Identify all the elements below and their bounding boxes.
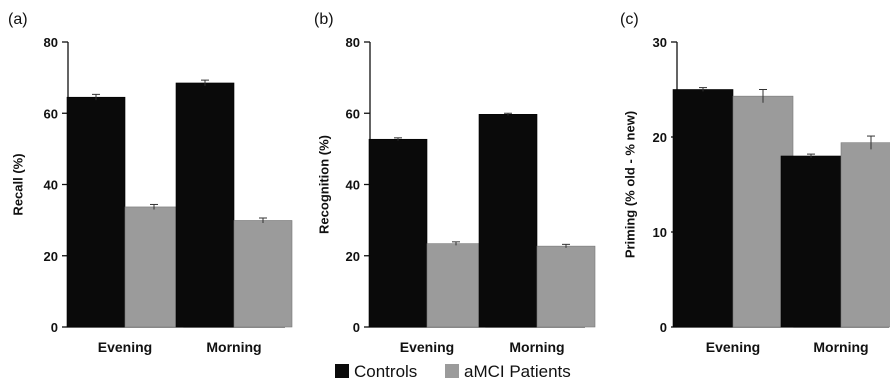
bar-controls-morning bbox=[478, 114, 538, 328]
y-tick-label: 0 bbox=[353, 320, 360, 335]
legend-label: Controls bbox=[354, 362, 417, 381]
y-tick-label: 40 bbox=[346, 178, 360, 193]
y-axis-label: Recall (%) bbox=[11, 153, 26, 215]
category-label: Evening bbox=[98, 339, 152, 355]
bar-controls-morning bbox=[780, 155, 842, 328]
bar-controls-evening bbox=[66, 96, 126, 328]
y-tick-label: 40 bbox=[44, 178, 58, 193]
legend-swatch-amci-patients bbox=[445, 364, 459, 378]
bar-controls-evening bbox=[368, 138, 428, 328]
y-tick-label: 60 bbox=[44, 106, 58, 121]
bar-amci-patients-evening bbox=[124, 206, 184, 328]
category-label: Evening bbox=[706, 339, 760, 355]
category-label: Morning bbox=[509, 339, 564, 355]
panel-label: (a) bbox=[8, 11, 28, 28]
panel-label: (b) bbox=[314, 11, 334, 28]
bar-controls-evening bbox=[672, 89, 734, 328]
y-tick-label: 0 bbox=[660, 320, 667, 335]
category-label: Morning bbox=[813, 339, 868, 355]
category-label: Morning bbox=[206, 339, 261, 355]
category-label: Evening bbox=[400, 339, 454, 355]
bar-controls-morning bbox=[175, 82, 235, 328]
legend-label: aMCI Patients bbox=[464, 362, 571, 381]
y-axis-label: Recognition (%) bbox=[317, 135, 332, 234]
y-tick-label: 60 bbox=[346, 106, 360, 121]
y-tick-label: 80 bbox=[44, 35, 58, 50]
panel-label: (c) bbox=[620, 11, 639, 28]
y-tick-label: 20 bbox=[653, 130, 667, 145]
legend-swatch-controls bbox=[335, 364, 349, 378]
bar-amci-patients-morning bbox=[840, 142, 890, 328]
y-tick-label: 30 bbox=[653, 35, 667, 50]
y-tick-label: 20 bbox=[346, 249, 360, 264]
bar-amci-patients-morning bbox=[233, 220, 293, 328]
y-tick-label: 10 bbox=[653, 225, 667, 240]
bar-amci-patients-morning bbox=[536, 245, 596, 328]
y-axis-label: Priming (% old - % new) bbox=[623, 111, 638, 258]
y-tick-label: 80 bbox=[346, 35, 360, 50]
y-tick-label: 20 bbox=[44, 249, 58, 264]
y-tick-label: 0 bbox=[51, 320, 58, 335]
bar-amci-patients-evening bbox=[426, 243, 486, 328]
